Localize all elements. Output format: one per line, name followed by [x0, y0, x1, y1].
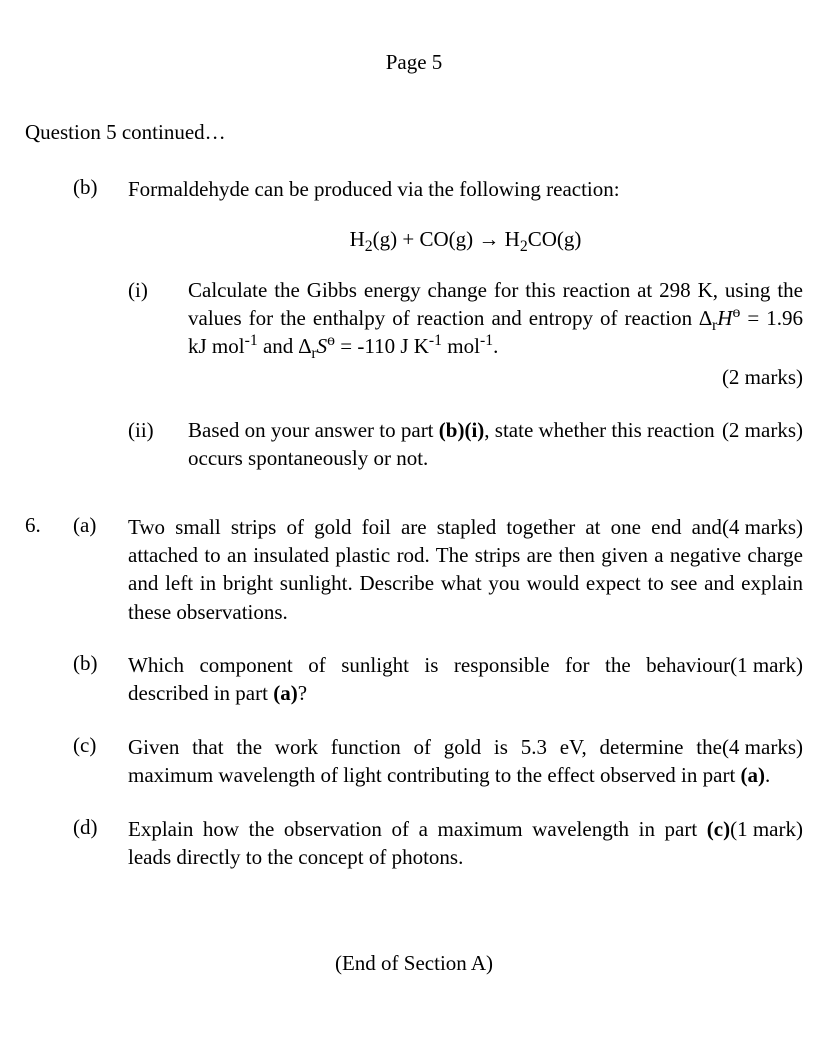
sub-5bii-text: Based on your answer to part (b)(i), sta… [188, 418, 715, 470]
part-6d-text: Explain how the observation of a maximum… [128, 817, 730, 869]
question-6-block: 6. (a) (4 marks) Two small strips of gol… [25, 513, 803, 871]
part-6a-marks: (4 marks) [722, 513, 803, 541]
part-6a-row: 6. (a) (4 marks) Two small strips of gol… [25, 513, 803, 626]
part-5b-content: Formaldehyde can be produced via the fol… [128, 175, 803, 473]
part-6b-marks: (1 mark) [730, 651, 803, 679]
sub-label-5bi: (i) [128, 276, 188, 391]
sub-5bi-text: Calculate the Gibbs energy change for th… [188, 276, 803, 361]
sub-5bii-content: (2 marks) Based on your answer to part (… [188, 416, 803, 473]
sub-5bi-marks: (2 marks) [188, 363, 803, 391]
part-6c-text: Given that the work function of gold is … [128, 735, 770, 787]
part-6c-row: (c) (4 marks) Given that the work functi… [25, 733, 803, 790]
part-label-6b: (b) [73, 651, 128, 708]
part-6c-marks: (4 marks) [722, 733, 803, 761]
part-6d-row: (d) (1 mark) Explain how the observation… [25, 815, 803, 872]
part-6b-text: Which component of sunlight is responsib… [128, 653, 730, 705]
sub-5bii-marks: (2 marks) [722, 416, 803, 444]
question-5b-block: (b) Formaldehyde can be produced via the… [25, 175, 803, 473]
part-6c-content: (4 marks) Given that the work function o… [128, 733, 803, 790]
question-continued: Question 5 continued… [25, 120, 803, 145]
part-6d-content: (1 mark) Explain how the observation of … [128, 815, 803, 872]
q-num-spacer [25, 175, 73, 473]
part-label-6c: (c) [73, 733, 128, 790]
sub-5bii-row: (ii) (2 marks) Based on your answer to p… [128, 416, 803, 473]
part-5b-intro: Formaldehyde can be produced via the fol… [128, 175, 803, 203]
reaction-equation: H2(g) + CO(g) → H2CO(g) [128, 225, 803, 253]
part-6a-text: Two small strips of gold foil are staple… [128, 515, 803, 624]
part-6b-content: (1 mark) Which component of sunlight is … [128, 651, 803, 708]
part-label-6d: (d) [73, 815, 128, 872]
part-6d-marks: (1 mark) [730, 815, 803, 843]
part-6a-content: (4 marks) Two small strips of gold foil … [128, 513, 803, 626]
page-header: Page 5 [25, 50, 803, 75]
q-num-spacer [25, 815, 73, 872]
sub-5bi-row: (i) Calculate the Gibbs energy change fo… [128, 276, 803, 391]
sub-5bi-content: Calculate the Gibbs energy change for th… [188, 276, 803, 391]
part-label-5b: (b) [73, 175, 128, 473]
end-of-section: (End of Section A) [25, 951, 803, 976]
q-num-spacer [25, 733, 73, 790]
part-label-6a: (a) [73, 513, 128, 626]
part-6b-row: (b) (1 mark) Which component of sunlight… [25, 651, 803, 708]
q-num-6: 6. [25, 513, 73, 626]
q-num-spacer [25, 651, 73, 708]
sub-label-5bii: (ii) [128, 416, 188, 473]
part-5b-row: (b) Formaldehyde can be produced via the… [25, 175, 803, 473]
